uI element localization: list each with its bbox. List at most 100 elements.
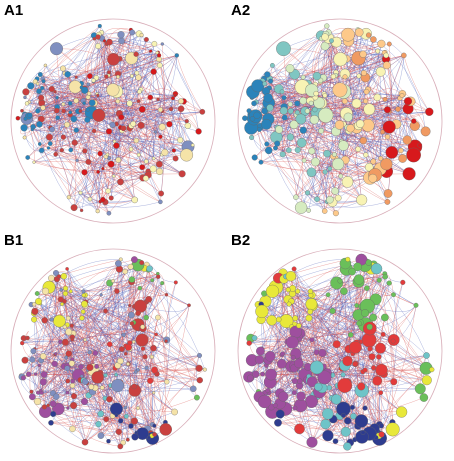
node [106, 439, 111, 444]
edge [77, 160, 144, 178]
node [340, 412, 346, 418]
node [74, 75, 78, 79]
node [33, 372, 38, 376]
node [357, 382, 366, 391]
node [125, 437, 130, 442]
node [264, 71, 271, 78]
node [166, 121, 173, 128]
edge [176, 55, 203, 112]
network-graph-a1 [10, 18, 216, 224]
edge [56, 48, 72, 151]
node [164, 379, 170, 385]
node [137, 285, 143, 291]
node [133, 137, 139, 144]
edge [38, 301, 166, 430]
node [65, 378, 71, 384]
node [70, 337, 75, 342]
node [123, 413, 129, 419]
node [246, 108, 252, 114]
node [330, 73, 337, 80]
node [97, 150, 103, 157]
node [83, 338, 87, 342]
node [312, 106, 318, 113]
node [29, 393, 36, 401]
edge [295, 287, 367, 333]
node [251, 100, 257, 107]
node [286, 133, 295, 141]
node [41, 79, 46, 84]
edge [43, 65, 64, 138]
edge [21, 34, 142, 111]
node [64, 355, 68, 360]
edge [312, 363, 356, 383]
edge [122, 314, 147, 335]
edge [37, 93, 176, 112]
node [276, 358, 287, 369]
node [111, 279, 115, 283]
node [246, 340, 252, 346]
edge [27, 157, 149, 174]
node [147, 94, 153, 101]
edge [144, 280, 153, 318]
node [356, 73, 362, 79]
node [295, 113, 307, 125]
node [86, 82, 91, 87]
node [78, 190, 83, 195]
node [360, 70, 367, 76]
node [48, 274, 55, 282]
node [48, 420, 54, 426]
node [325, 292, 331, 298]
node [261, 118, 272, 130]
node [106, 83, 120, 97]
node [180, 148, 194, 162]
edge [63, 104, 77, 208]
edge [84, 150, 161, 203]
node [118, 114, 125, 121]
node [30, 127, 34, 132]
node [423, 352, 430, 359]
node [274, 418, 282, 427]
edge [109, 282, 158, 375]
node [329, 38, 334, 44]
node [309, 337, 315, 343]
node [290, 355, 296, 361]
edge [106, 418, 118, 442]
edge [176, 55, 203, 112]
panel-b1: B1 [0, 230, 227, 460]
node [321, 33, 329, 41]
edge [130, 266, 190, 306]
edge [86, 36, 99, 113]
node [69, 323, 74, 328]
edge [65, 293, 75, 319]
node [196, 377, 203, 384]
node [164, 339, 168, 343]
edge [343, 379, 427, 410]
edge [347, 264, 374, 362]
node [268, 78, 274, 84]
node [365, 259, 372, 266]
node [131, 256, 138, 263]
node [85, 94, 91, 100]
edge [323, 93, 337, 159]
edge [48, 147, 183, 175]
node [94, 364, 99, 369]
node [112, 174, 116, 178]
node [294, 201, 308, 214]
node [131, 433, 139, 441]
node [265, 368, 277, 381]
node [156, 97, 160, 102]
node [106, 396, 113, 403]
node [60, 302, 64, 306]
edge [116, 287, 190, 306]
node [261, 107, 269, 115]
node [338, 140, 349, 151]
node [309, 115, 320, 125]
node [118, 37, 125, 45]
node [161, 148, 169, 156]
node [95, 43, 102, 50]
edge [83, 291, 127, 417]
node [375, 66, 386, 77]
node [367, 345, 373, 352]
node [137, 89, 142, 94]
node [300, 74, 306, 80]
